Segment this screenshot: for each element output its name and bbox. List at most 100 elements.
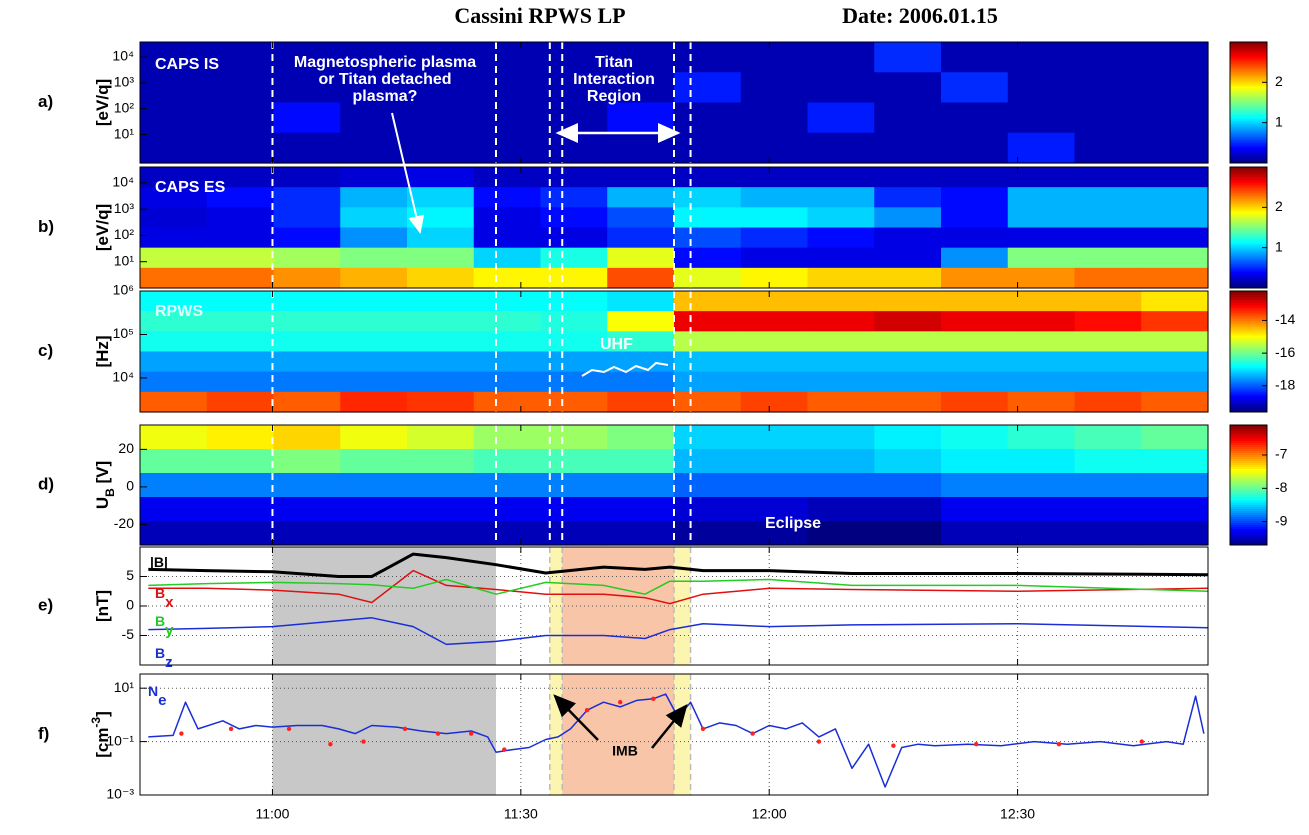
note: Region	[587, 88, 641, 105]
colorbar-step	[1230, 227, 1267, 231]
colorbar-step	[1230, 140, 1267, 144]
heat-cell	[941, 132, 1009, 164]
heat-cell	[540, 331, 608, 353]
heat-cell	[407, 311, 475, 332]
heat-cell	[1007, 391, 1076, 413]
panel: 1 2 10¹ 10² 10³ 10⁴ b) [eV/q]	[38, 166, 1283, 289]
colorbar-step	[1230, 477, 1267, 480]
heat-cell	[674, 267, 742, 289]
colorbar-step	[1230, 523, 1267, 526]
heat-cell	[273, 132, 341, 164]
colorbar-step	[1230, 158, 1267, 162]
colorbar-step	[1230, 399, 1267, 403]
heat-cell	[140, 425, 208, 450]
colorbar-step	[1230, 459, 1267, 462]
colorbar-step	[1230, 525, 1267, 528]
colorbar-step	[1230, 72, 1267, 75]
colorbar-step	[1230, 377, 1267, 381]
heat-cell	[540, 371, 608, 393]
heat-cell	[740, 473, 809, 498]
data-point	[361, 739, 366, 744]
note: plasma?	[353, 88, 418, 105]
colorbar-step	[1230, 134, 1267, 138]
heat-cell	[674, 351, 742, 373]
colorbar-step	[1230, 319, 1267, 322]
heat-cell	[473, 247, 542, 269]
colorbar-step	[1230, 191, 1267, 194]
series-line	[148, 578, 1209, 595]
heat-cell	[407, 42, 475, 73]
colorbar-step	[1230, 281, 1267, 285]
colorbar-tick-label: -9	[1275, 512, 1288, 528]
y-axis-label-part: [eV/q]	[93, 79, 112, 126]
colorbar-step	[1230, 126, 1267, 130]
x-tick-label: 11:30	[504, 806, 538, 822]
colorbar-step	[1230, 132, 1267, 136]
heat-cell	[607, 167, 675, 188]
heat-cell	[206, 391, 275, 413]
colorbar-step	[1230, 479, 1267, 482]
heat-cell	[1007, 371, 1076, 393]
heat-cell	[941, 371, 1009, 393]
heat-cell	[607, 391, 675, 413]
heat-cell	[807, 247, 875, 269]
plot-frame	[139, 424, 1209, 546]
colorbar-step	[1230, 167, 1267, 170]
colorbar-step	[1230, 221, 1267, 224]
heat-cell	[540, 247, 608, 269]
colorbar-tick-label: -7	[1275, 446, 1288, 462]
heat-cell	[1074, 102, 1142, 134]
colorbar-step	[1230, 106, 1267, 110]
heat-cell	[1074, 311, 1142, 332]
y-axis-label-part: [nT]	[93, 590, 112, 622]
heat-cell	[206, 267, 275, 289]
colorbar-step	[1230, 541, 1267, 544]
heat-cell	[340, 371, 408, 393]
heat-cell	[674, 291, 742, 312]
y-tick-label: 10³	[114, 74, 135, 90]
heat-cell	[1007, 227, 1076, 249]
colorbar-tick-label: 1	[1275, 238, 1283, 254]
colorbar-step	[1230, 387, 1267, 391]
colorbar-step	[1230, 397, 1267, 401]
colorbar-step	[1230, 491, 1267, 494]
colorbar-step	[1230, 293, 1267, 296]
colorbar-step	[1230, 515, 1267, 518]
colorbar-tick-label: -18	[1275, 377, 1295, 393]
colorbar-step	[1230, 429, 1267, 432]
colorbar-step	[1230, 185, 1267, 188]
heat-cell	[1007, 311, 1076, 332]
heat-cell	[807, 473, 875, 498]
data-point	[651, 696, 656, 702]
colorbar-step	[1230, 441, 1267, 444]
heat-cell	[473, 391, 542, 413]
heat-cell	[140, 227, 208, 249]
y-tick-label: 10⁴	[112, 48, 134, 64]
heat-cell	[607, 291, 675, 312]
heat-cell	[540, 42, 608, 73]
heat-cell	[874, 351, 942, 373]
heat-cell	[740, 187, 809, 208]
data-point	[584, 707, 590, 713]
heat-cell	[807, 449, 875, 474]
colorbar-step	[1230, 90, 1267, 93]
colorbar-step	[1230, 199, 1267, 202]
heat-cell	[1074, 497, 1142, 522]
colorbar-step	[1230, 455, 1267, 458]
heat-cell	[206, 132, 275, 164]
heat-cell	[273, 311, 341, 332]
colorbar-step	[1230, 58, 1267, 61]
series-label: Bx	[155, 585, 174, 611]
heat-cell	[674, 473, 742, 498]
heat-cell	[140, 521, 208, 546]
colorbar-step	[1230, 295, 1267, 298]
y-tick-label: 5	[126, 567, 134, 583]
heat-cell	[273, 449, 341, 474]
colorbar-step	[1230, 431, 1267, 434]
heat-cell	[407, 102, 475, 134]
colorbar-step	[1230, 353, 1267, 357]
heat-cell	[1074, 267, 1142, 289]
colorbar-step	[1230, 108, 1267, 112]
colorbar-step	[1230, 521, 1267, 524]
